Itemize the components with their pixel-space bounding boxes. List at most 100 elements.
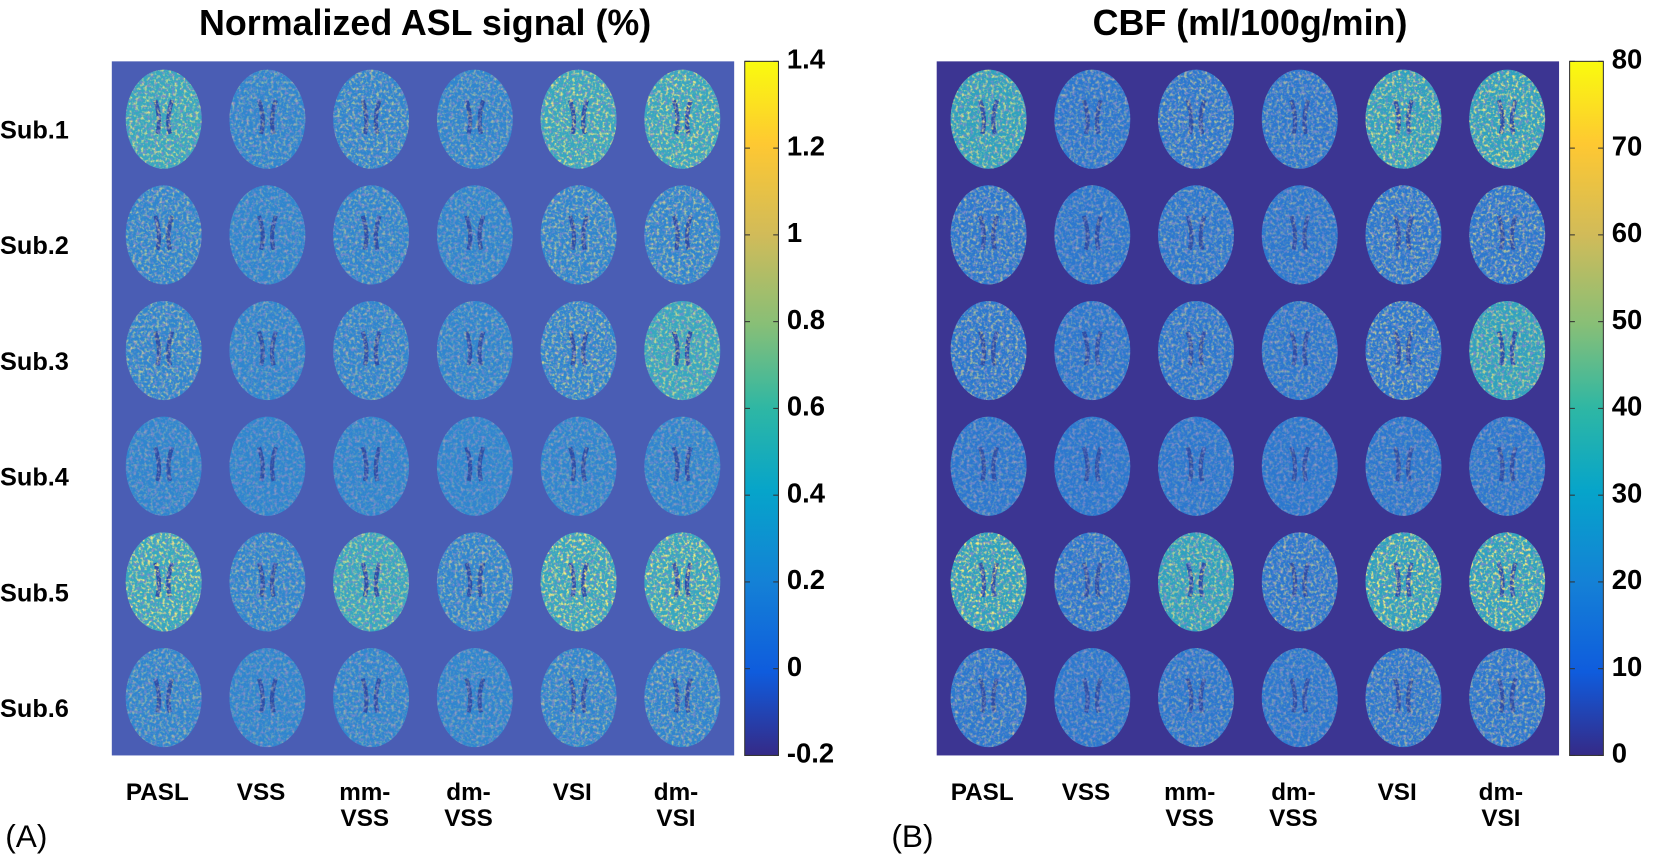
brain-slice [1261, 416, 1338, 516]
row-label: Sub.2 [0, 232, 69, 260]
speckle-bright [950, 300, 1027, 401]
speckle-bright [540, 648, 617, 748]
brain-slice [125, 300, 202, 401]
speckle-bright [1469, 416, 1546, 516]
brain-slice [1054, 69, 1131, 169]
brain-slice [1158, 532, 1234, 632]
brain-slice [229, 648, 306, 748]
brain-slice [436, 185, 513, 285]
speckle-bright [950, 416, 1027, 516]
column-label: VSI [1481, 805, 1520, 832]
colorbar-tick-label: 60 [1612, 217, 1642, 248]
brain-slice [1261, 300, 1338, 401]
speckle-bright [1158, 648, 1234, 748]
brain-slice [950, 69, 1027, 169]
column-label: mm- [1164, 779, 1215, 806]
column-label: VSS [1062, 779, 1111, 806]
brain-slice [333, 185, 410, 285]
speckle-bright [1054, 648, 1131, 748]
brain-slice [1469, 532, 1546, 632]
speckle-bright [333, 532, 410, 632]
brain-slice [644, 416, 721, 516]
brain-slice [229, 416, 306, 516]
colorbar-tick-label: 20 [1612, 564, 1642, 595]
brain-slice [1261, 648, 1338, 748]
brain-slice [1158, 648, 1234, 748]
column-label: VSS [1269, 805, 1318, 832]
speckle-bright [644, 185, 721, 285]
colorbar-tick-label: 0.6 [787, 391, 825, 422]
speckle-bright [1469, 648, 1546, 748]
brain-slice [1158, 416, 1234, 516]
speckle-bright [1469, 185, 1546, 285]
brain-slice [333, 300, 410, 401]
speckle-bright [1158, 300, 1234, 401]
colorbar-tick-label: 1.2 [787, 130, 825, 161]
brain-slice [1469, 648, 1546, 748]
brain-slice [1261, 185, 1338, 285]
speckle-bright [540, 185, 617, 285]
image-background [936, 61, 1560, 756]
brain-slice [950, 185, 1027, 285]
speckle-bright [125, 69, 202, 169]
speckle-bright [125, 532, 202, 632]
speckle-bright [1158, 185, 1234, 285]
brain-slice [1054, 416, 1131, 516]
speckle-bright [436, 416, 513, 516]
brain-slice [1469, 185, 1546, 285]
brain-slice [1365, 648, 1442, 748]
speckle-bright [540, 532, 617, 632]
brain-slice [540, 416, 617, 516]
brain-slice [1365, 416, 1442, 516]
brain-slice [436, 532, 513, 632]
brain-slice [1365, 300, 1442, 401]
speckle-bright [1365, 185, 1442, 285]
speckle-bright [1365, 300, 1442, 401]
brain-slice [1261, 69, 1338, 169]
brain-slice [229, 300, 306, 401]
colorbar-tick-label: 1 [787, 217, 802, 248]
brain-slice [644, 532, 721, 632]
speckle-bright [436, 185, 513, 285]
brain-slice [333, 532, 410, 632]
speckle-bright [333, 300, 410, 401]
speckle-bright [540, 300, 617, 401]
speckle-bright [1365, 69, 1442, 169]
speckle-bright [436, 532, 513, 632]
speckle-bright [950, 648, 1027, 748]
brain-slice [1469, 300, 1546, 401]
brain-slice [125, 416, 202, 516]
column-label: dm- [1271, 779, 1315, 806]
brain-slice [436, 648, 513, 748]
speckle-bright [229, 300, 306, 401]
row-label: Sub.4 [0, 464, 69, 492]
colorbar-tick-label: 0.8 [787, 304, 825, 335]
speckle-bright [229, 185, 306, 285]
brain-slice [229, 69, 306, 169]
speckle-bright [1469, 69, 1546, 169]
speckle-bright [333, 416, 410, 516]
speckle-bright [1261, 300, 1338, 401]
row-label: Sub.6 [0, 695, 69, 723]
speckle-bright [540, 416, 617, 516]
colorbar-tick-label: -0.2 [787, 738, 834, 769]
speckle-bright [644, 416, 721, 516]
brain-slice [333, 69, 410, 169]
brain-slice [540, 648, 617, 748]
speckle-bright [229, 532, 306, 632]
speckle-bright [1054, 69, 1131, 169]
speckle-bright [333, 185, 410, 285]
column-label: dm- [446, 779, 490, 806]
brain-slice [540, 69, 617, 169]
speckle-bright [125, 300, 202, 401]
brain-slice [1158, 69, 1234, 169]
speckle-bright [1158, 416, 1234, 516]
speckle-bright [644, 300, 721, 401]
speckle-bright [1469, 532, 1546, 632]
colorbar-tick-label: 40 [1612, 391, 1642, 422]
column-label: VSS [341, 805, 390, 832]
brain-slice [1365, 185, 1442, 285]
brain-slice [333, 416, 410, 516]
